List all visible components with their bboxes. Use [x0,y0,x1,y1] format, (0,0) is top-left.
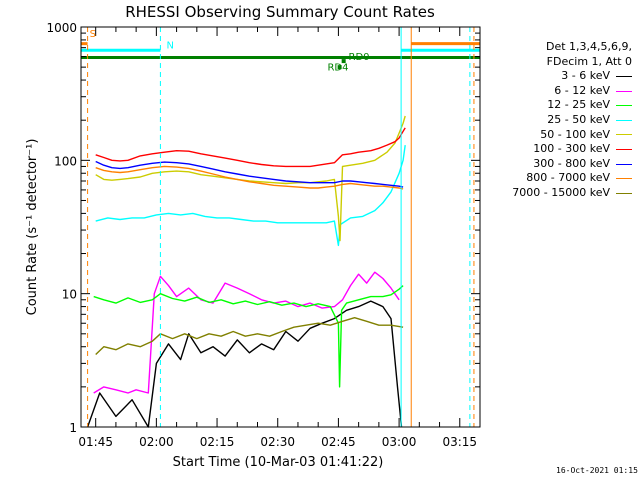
legend-item: 12 - 25 keV [482,98,632,113]
annotation-label: N [166,40,173,51]
legend-swatch [616,119,632,121]
series-line-6 [95,127,406,168]
legend-swatch [616,105,632,107]
legend-swatch [616,75,632,77]
x-axis-label: Start Time (10-Mar-03 01:41:22) [173,455,384,470]
legend-label: 12 - 25 keV [547,98,610,112]
legend-item: 25 - 50 keV [482,113,632,128]
y-tick-label: 10 [62,288,77,302]
series-line-4 [95,145,406,247]
x-tick-label: 02:15 [200,435,235,449]
vertical-markers [87,27,475,427]
legend-swatch [616,163,632,165]
y-tick-label: 1000 [46,21,77,35]
y-axis-ticks: 1 10 100 1000 [46,21,480,435]
y-tick-label: 100 [54,154,77,168]
series-line-8 [95,165,404,190]
series-group [86,115,406,428]
legend-label: 300 - 800 keV [533,156,610,170]
legend-item: 6 - 12 keV [482,84,632,99]
status-bars [81,42,480,60]
x-tick-label: 03:15 [442,435,477,449]
y-axis-label: Count Rate (s⁻¹ detector⁻¹) [25,139,40,316]
rd4-marker [337,65,342,70]
legend-item: 300 - 800 keV [482,157,632,172]
legend-swatch [616,134,632,136]
legend-item: 3 - 6 keV [482,69,632,84]
series-line-2 [93,271,400,394]
legend-label: 25 - 50 keV [547,112,610,126]
x-tick-label: 01:45 [78,435,113,449]
legend-item: 100 - 300 keV [482,142,632,157]
legend-label: 3 - 6 keV [561,69,610,83]
legend-label: 6 - 12 keV [554,83,610,97]
x-tick-label: 03:00 [382,435,417,449]
legend-label: 50 - 100 keV [540,127,610,141]
legend-swatch [616,90,632,92]
series-line-9 [95,317,404,356]
annotation-label: RD0 [349,52,370,63]
timestamp: 16-Oct-2021 01:15 [556,466,638,475]
legend-item: 800 - 7000 keV [482,171,632,186]
legend-header-line: FDecim 1, Att 0 [546,54,632,68]
series-line-1 [86,300,403,428]
x-axis-ticks: 01:45 02:00 02:15 02:30 02:45 03:00 03:15 [78,27,481,449]
legend-swatch [616,192,632,194]
legend-item: 7000 - 15000 keV [482,186,632,201]
legend-label: 800 - 7000 keV [526,171,610,185]
chart-title: RHESSI Observing Summary Count Rates [125,3,435,21]
annotations: SNRD0RD4 [90,29,370,74]
legend: Det 1,3,4,5,6,9, FDecim 1, Att 0 3 - 6 k… [482,40,632,201]
legend-swatch [616,148,632,150]
legend-label: 7000 - 15000 keV [512,185,610,199]
series-line-3 [93,285,404,388]
x-tick-label: 02:30 [260,435,295,449]
x-tick-label: 02:00 [139,435,174,449]
annotation-label: S [90,29,96,40]
rd0-marker [341,59,346,64]
series-line-5 [95,115,406,242]
x-tick-label: 02:45 [321,435,356,449]
legend-item: 50 - 100 keV [482,128,632,143]
plot-frame [80,26,481,428]
y-tick-label: 1 [69,421,77,435]
series-line-7 [95,160,404,188]
legend-swatch [616,178,632,180]
legend-header-line: Det 1,3,4,5,6,9, [545,40,632,53]
legend-label: 100 - 300 keV [533,142,610,156]
